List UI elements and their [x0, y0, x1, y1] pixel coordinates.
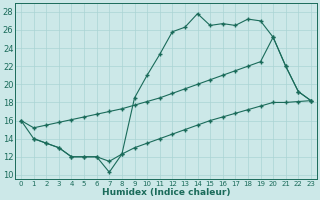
X-axis label: Humidex (Indice chaleur): Humidex (Indice chaleur) — [102, 188, 230, 197]
